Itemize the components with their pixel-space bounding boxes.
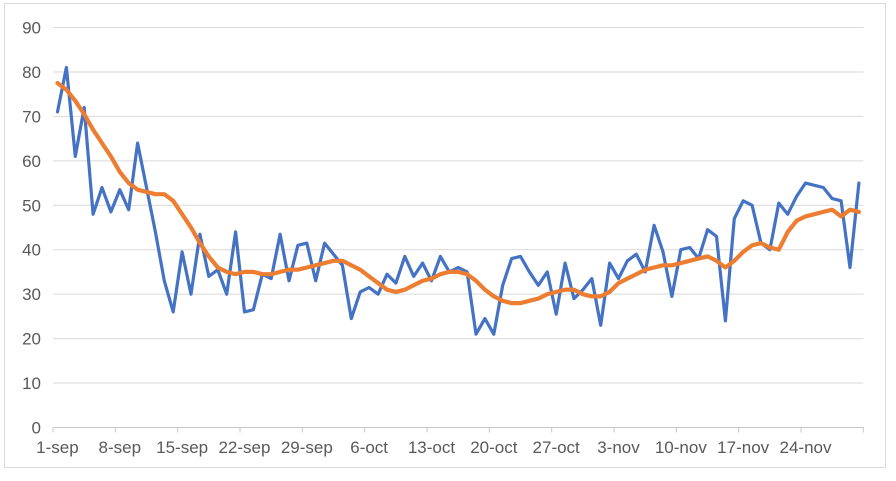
- chart-border: [4, 3, 886, 468]
- y-axis-label: 90: [22, 19, 41, 38]
- y-axis-label: 50: [22, 196, 41, 215]
- y-axis-label: 40: [22, 241, 41, 260]
- x-axis-label: 15-sep: [156, 438, 208, 457]
- x-axis-label: 3-nov: [597, 438, 640, 457]
- x-axis-label: 20-oct: [470, 438, 518, 457]
- y-axis-label: 20: [22, 330, 41, 349]
- x-axis-label: 24-nov: [780, 438, 832, 457]
- x-axis-label: 22-sep: [218, 438, 270, 457]
- smoothed-trend-line: [55, 80, 862, 306]
- x-axis-label: 10-nov: [655, 438, 707, 457]
- y-axis-label: 80: [22, 63, 41, 82]
- x-axis-label: 1-sep: [36, 438, 79, 457]
- x-axis-label: 29-sep: [281, 438, 333, 457]
- y-axis-label: 30: [22, 285, 41, 304]
- y-axis-label: 10: [22, 374, 41, 393]
- y-axis-label: 60: [22, 152, 41, 171]
- x-axis-label: 13-oct: [408, 438, 456, 457]
- daily-values-line: [55, 65, 861, 336]
- y-axis-label: 70: [22, 107, 41, 126]
- y-axis-label: 0: [32, 419, 41, 438]
- x-axis-label: 17-nov: [717, 438, 769, 457]
- x-axis-label: 27-oct: [533, 438, 581, 457]
- x-axis-label: 8-sep: [99, 438, 142, 457]
- x-axis-label: 6-oct: [350, 438, 388, 457]
